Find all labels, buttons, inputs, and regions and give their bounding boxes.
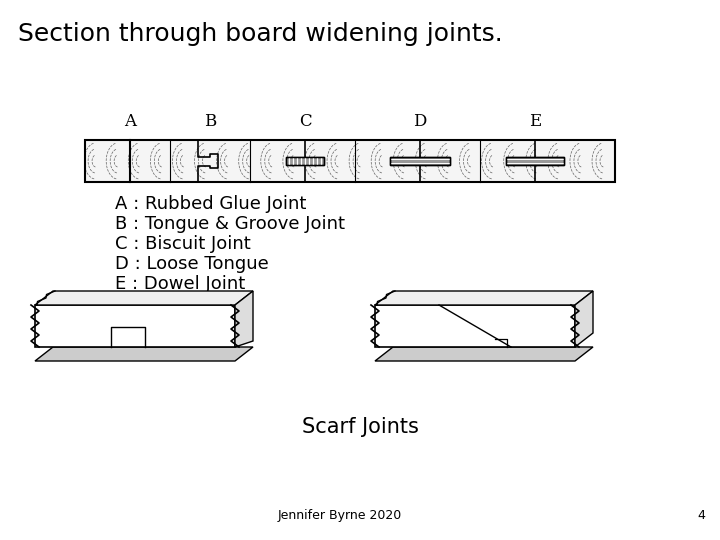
Text: B : Tongue & Groove Joint: B : Tongue & Groove Joint: [115, 215, 345, 233]
Text: 4: 4: [697, 509, 705, 522]
Polygon shape: [375, 305, 575, 347]
Polygon shape: [35, 347, 253, 361]
Text: C : Biscuit Joint: C : Biscuit Joint: [115, 235, 251, 253]
Text: D : Loose Tongue: D : Loose Tongue: [115, 255, 269, 273]
Text: A : Rubbed Glue Joint: A : Rubbed Glue Joint: [115, 195, 307, 213]
Polygon shape: [375, 291, 593, 305]
Bar: [506, 157, 564, 165]
Bar: [506, 157, 564, 165]
Text: Jennifer Byrne 2020: Jennifer Byrne 2020: [278, 509, 402, 522]
Polygon shape: [35, 305, 235, 347]
Bar: [390, 157, 450, 165]
Text: Scarf Joints: Scarf Joints: [302, 417, 418, 437]
Text: B: B: [204, 113, 216, 130]
Text: C: C: [299, 113, 311, 130]
Text: E: E: [529, 113, 541, 130]
Bar: [286, 157, 324, 165]
Bar: [85, 140, 615, 182]
Text: D: D: [413, 113, 427, 130]
Polygon shape: [375, 347, 593, 361]
Polygon shape: [575, 291, 593, 347]
Polygon shape: [35, 291, 253, 305]
Text: Section through board widening joints.: Section through board widening joints.: [18, 22, 503, 46]
Bar: [286, 157, 324, 165]
Polygon shape: [235, 291, 253, 347]
Bar: [390, 157, 450, 165]
Text: A: A: [124, 113, 136, 130]
Text: E : Dowel Joint: E : Dowel Joint: [115, 275, 246, 293]
